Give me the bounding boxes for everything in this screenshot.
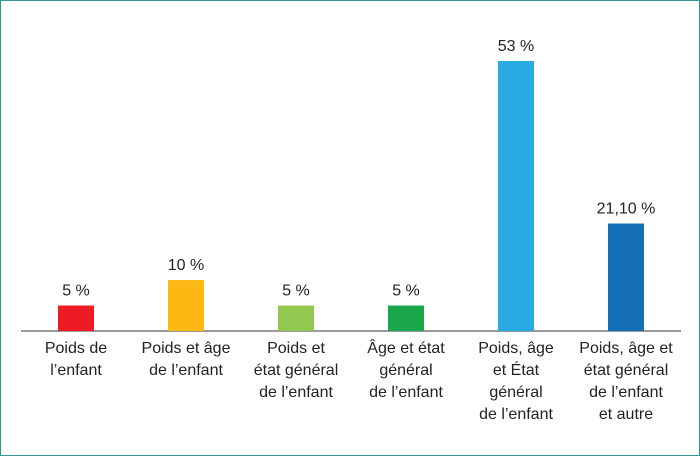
category-label-line: de l’enfant bbox=[369, 384, 443, 401]
data-label-3: 5 % bbox=[392, 283, 420, 300]
bar-0 bbox=[58, 305, 94, 331]
category-label-3: Âge et état général de l’enfant bbox=[367, 338, 445, 401]
bar-4 bbox=[498, 61, 534, 331]
bar-2 bbox=[278, 305, 314, 331]
category-label-line: Poids et âge bbox=[142, 340, 231, 357]
category-label-line: de l’enfant bbox=[149, 362, 223, 379]
category-label-line: de l’enfant bbox=[589, 384, 663, 401]
category-label-line: Poids de bbox=[45, 340, 107, 357]
category-label-5: Poids, âge et état général de l’enfant et a… bbox=[579, 340, 673, 423]
category-label-0: Poids de l’enfant bbox=[45, 340, 107, 379]
data-label-2: 5 % bbox=[282, 283, 310, 300]
category-label-line: Poids et bbox=[267, 340, 325, 357]
category-label-line: et autre bbox=[599, 406, 653, 423]
data-label-5: 21,10 % bbox=[597, 201, 656, 218]
category-label-line: Âge et état bbox=[367, 338, 445, 357]
category-label-4: Poids, âge et État général de l’enfant bbox=[478, 340, 554, 423]
category-label-line: état général bbox=[584, 362, 669, 379]
category-label-line: de l’enfant bbox=[479, 406, 553, 423]
bar-1 bbox=[168, 280, 204, 331]
category-label-line: Poids, âge bbox=[478, 340, 554, 357]
data-label-4: 53 % bbox=[498, 38, 534, 55]
data-label-0: 5 % bbox=[62, 283, 90, 300]
category-label-line: général bbox=[379, 362, 432, 379]
data-label-1: 10 % bbox=[168, 257, 204, 274]
category-label-1: Poids et âge de l’enfant bbox=[142, 340, 231, 379]
category-label-line: Poids, âge et bbox=[579, 340, 673, 357]
category-label-line: et État bbox=[493, 360, 540, 379]
category-label-line: état général bbox=[254, 362, 339, 379]
category-label-line: l’enfant bbox=[50, 362, 102, 379]
category-label-line: de l’enfant bbox=[259, 384, 333, 401]
bar-3 bbox=[388, 305, 424, 331]
bar-5 bbox=[608, 223, 644, 331]
category-label-line: général bbox=[489, 384, 542, 401]
category-label-2: Poids et état général de l’enfant bbox=[254, 340, 339, 401]
